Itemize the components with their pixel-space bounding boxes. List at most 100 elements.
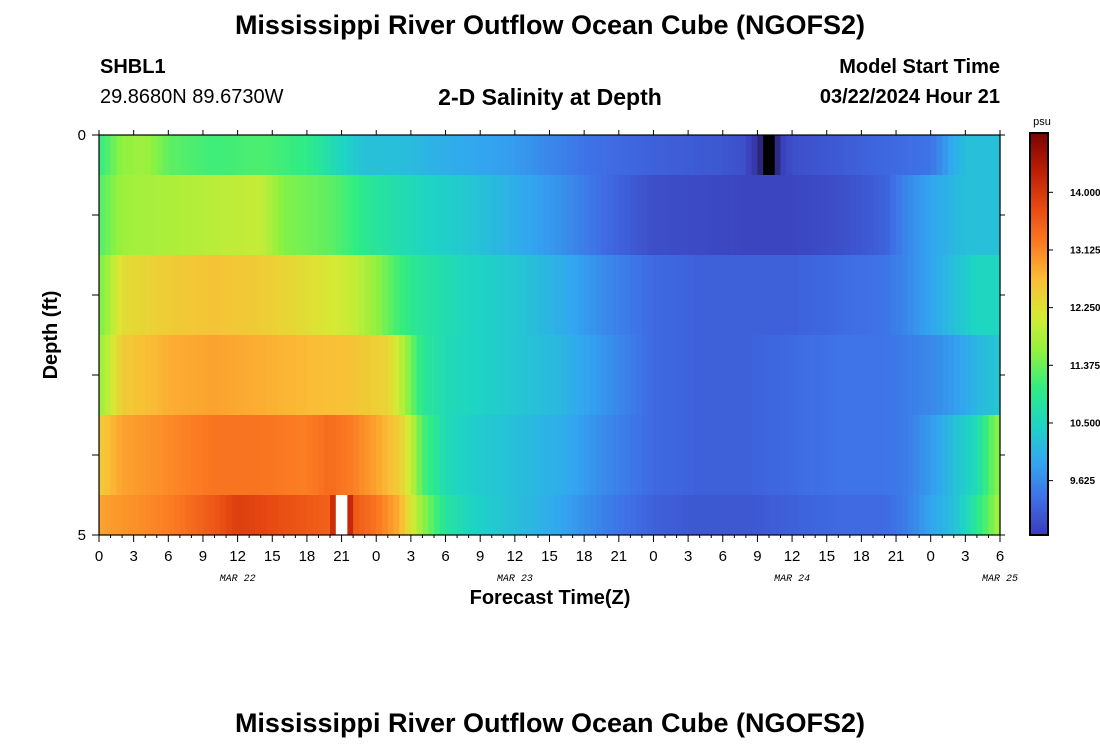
heatmap-cell [254, 495, 262, 535]
heatmap-cell [659, 495, 666, 535]
x-tick-label: 6 [719, 548, 727, 565]
heatmap-cell [497, 335, 504, 415]
heatmap-cell [919, 175, 926, 255]
axes: 0 3 6 9 12 15 18 21 0 3 6 9 12 15 18 21 0 3 6 9 12 15 18 21 0 3 6 M… [78, 127, 1018, 585]
heatmap-cell [468, 255, 476, 335]
heatmap-cell [919, 255, 926, 335]
heatmap-cell [555, 335, 562, 415]
heatmap-cell [561, 175, 568, 255]
heatmap-cell [324, 495, 331, 535]
heatmap-cell [682, 495, 689, 535]
heatmap-cell [174, 415, 181, 495]
heatmap-cell [301, 255, 308, 335]
heatmap-cell [480, 335, 487, 415]
heatmap-cell [982, 495, 990, 535]
heatmap-cell [913, 495, 920, 535]
heatmap-cell [734, 135, 741, 175]
plot-title: 2-D Salinity at Depth [438, 84, 662, 110]
heatmap-cell [145, 495, 152, 535]
heatmap-cell [445, 175, 452, 255]
heatmap-cell [451, 135, 458, 175]
heatmap-cell [734, 255, 741, 335]
heatmap-cell [208, 135, 216, 175]
x-tick-label: 18 [576, 548, 593, 565]
heatmap-cell [607, 255, 614, 335]
heatmap-cell [399, 335, 406, 415]
heatmap-cell [156, 255, 164, 335]
heatmap-cell [896, 255, 903, 335]
heatmap-cell [757, 255, 764, 335]
heatmap-cell [278, 175, 285, 255]
heatmap-cell [376, 495, 383, 535]
heatmap-cell [838, 135, 845, 175]
heatmap-cell [613, 415, 620, 495]
heatmap-cell [462, 335, 470, 415]
heatmap-cell [965, 135, 972, 175]
heatmap-cell [768, 135, 776, 175]
heatmap-cell [676, 135, 683, 175]
heatmap-cell [382, 335, 389, 415]
heatmap-cell [711, 255, 718, 335]
heatmap-cell [156, 135, 164, 175]
heatmap-cell [890, 135, 897, 175]
heatmap-cell [948, 255, 955, 335]
heatmap-cell [659, 255, 666, 335]
heatmap-cell [526, 255, 533, 335]
heatmap-cell [855, 495, 862, 535]
heatmap-cell [572, 495, 579, 535]
heatmap-cell [757, 335, 764, 415]
heatmap-cell [127, 495, 135, 535]
heatmap-cell [231, 495, 239, 535]
heatmap-cell [786, 415, 793, 495]
heatmap-cell [953, 135, 961, 175]
heatmap-cell [653, 135, 660, 175]
heatmap-cell [214, 415, 221, 495]
heatmap-cell [405, 255, 412, 335]
heatmap-cell [122, 135, 129, 175]
heatmap-cell [353, 495, 360, 535]
heatmap-cell [197, 255, 204, 335]
heatmap-cell [976, 255, 984, 335]
heatmap-cell [497, 495, 504, 535]
heatmap-cell [150, 415, 158, 495]
heatmap-cell [566, 495, 574, 535]
heatmap-cell [457, 415, 464, 495]
heatmap-cell [439, 255, 447, 335]
heatmap-cell [647, 135, 655, 175]
heatmap-cell [751, 135, 759, 175]
heatmap-cell [959, 415, 966, 495]
heatmap-cell [416, 175, 424, 255]
heatmap-cell [716, 415, 724, 495]
heatmap-cell [572, 255, 579, 335]
heatmap-cell [104, 175, 112, 255]
heatmap-cell [705, 255, 712, 335]
heatmap-cell [330, 495, 337, 535]
heatmap-cell [410, 495, 418, 535]
x-tick-label: 0 [372, 548, 380, 565]
heatmap-cell [220, 175, 227, 255]
heatmap-cell [289, 335, 296, 415]
heatmap-cell [924, 175, 932, 255]
heatmap-cell [595, 255, 603, 335]
heatmap-cell [174, 255, 181, 335]
heatmap-cell [260, 415, 268, 495]
heatmap-cell [254, 135, 262, 175]
heatmap-cell [191, 495, 198, 535]
heatmap-cell [162, 255, 169, 335]
heatmap-cell [884, 495, 891, 535]
heatmap-cell [335, 335, 343, 415]
heatmap-cell [162, 415, 169, 495]
heatmap-cell [988, 415, 995, 495]
heatmap-cell [99, 415, 106, 495]
heatmap-cell [428, 335, 435, 415]
heatmap-cell [162, 135, 169, 175]
heatmap-cell [387, 335, 395, 415]
heatmap-cell [861, 255, 868, 335]
heatmap-cell [549, 255, 556, 335]
heatmap-cell [243, 415, 250, 495]
heatmap-cell [376, 255, 383, 335]
heatmap-cell [364, 255, 372, 335]
x-tick-label: 3 [129, 548, 137, 565]
heatmap-cell [202, 495, 210, 535]
heatmap-cell [676, 255, 683, 335]
